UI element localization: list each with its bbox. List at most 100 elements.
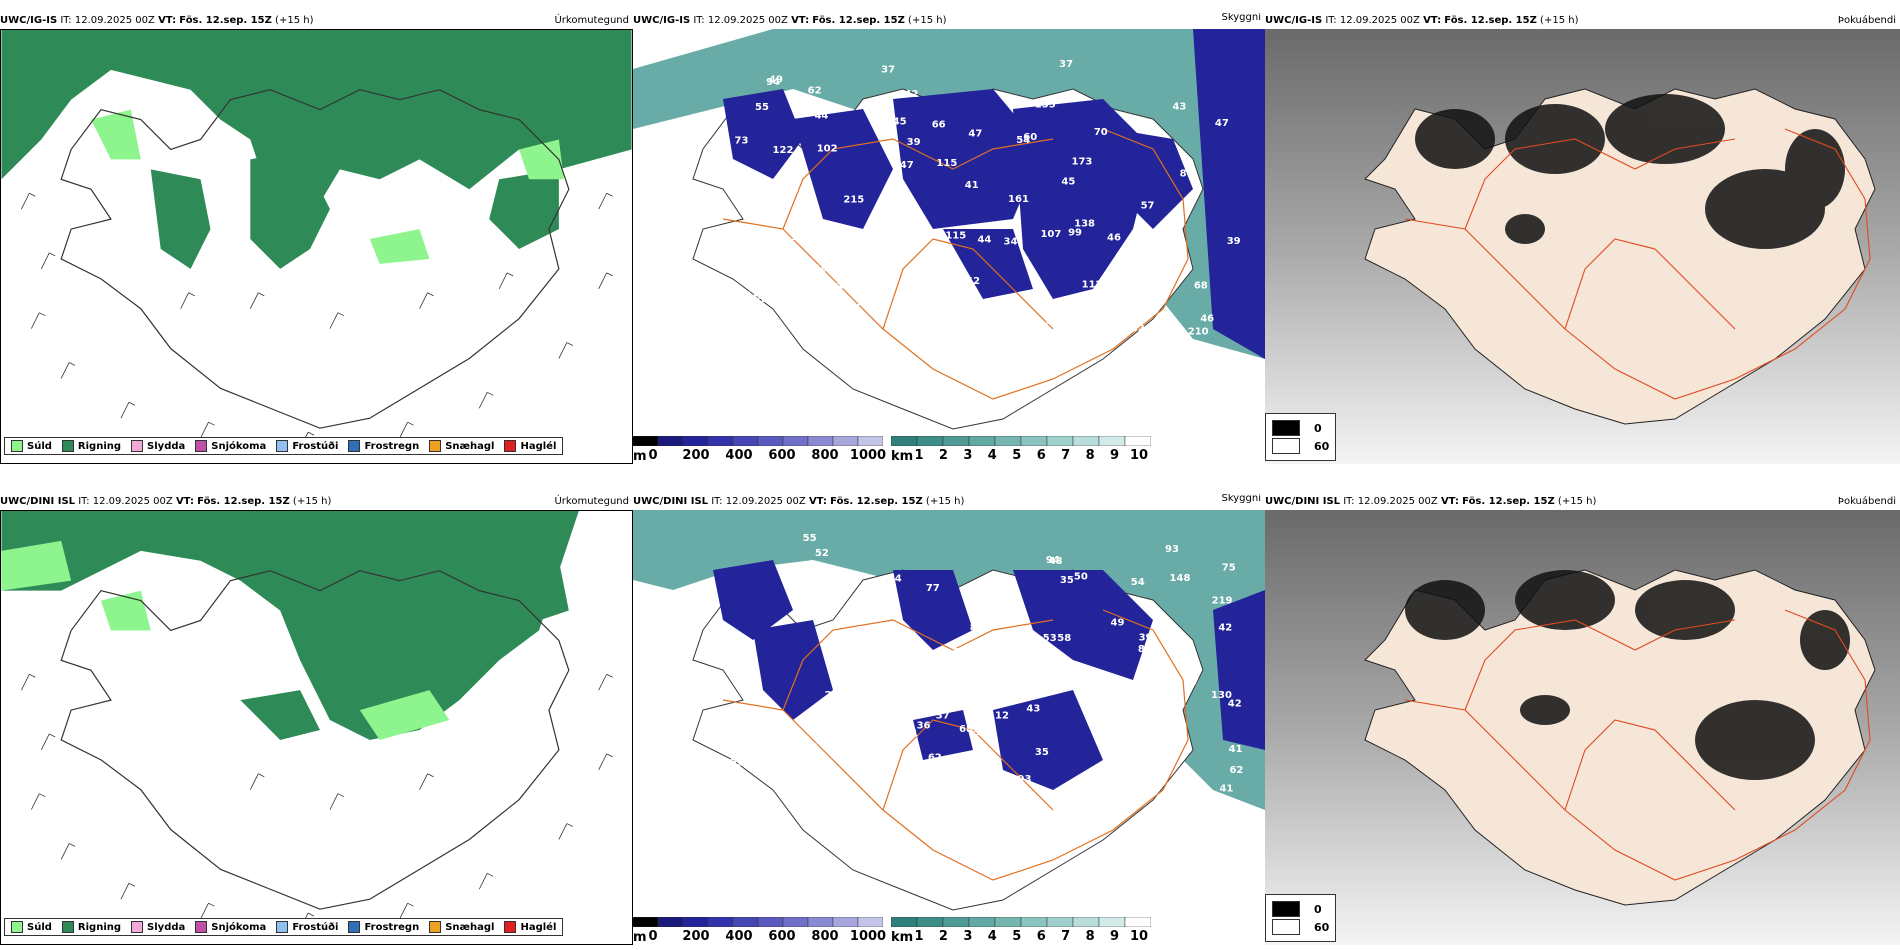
vt-label: VT: xyxy=(1440,496,1459,507)
cloud-base-label: 51 xyxy=(931,667,945,678)
colorbar-swatch xyxy=(916,917,944,927)
model-name: UWC/DINI ISL xyxy=(633,496,709,507)
cloud-base-label: 93 xyxy=(1018,774,1032,785)
cloud-base-label: 130 xyxy=(1211,690,1232,701)
lead-time: (+15 h) xyxy=(925,496,965,507)
cloud-base-label: 291 xyxy=(947,273,968,284)
cloud-base-label: 101 xyxy=(898,728,919,739)
lead-time: (+15 h) xyxy=(1540,15,1579,26)
colorbar-swatch xyxy=(707,917,734,927)
legend-swatch xyxy=(195,440,208,452)
cloud-base-label: 107 xyxy=(1040,229,1061,240)
cloud-base-label: 83 xyxy=(804,742,818,753)
cloud-base-label: 179 xyxy=(848,299,869,310)
colorbar-swatch xyxy=(968,436,996,446)
cloud-base-label: 75 xyxy=(1222,562,1236,573)
fog-legend-swatch xyxy=(1272,901,1300,917)
precip-legend: Súld Rigning Slydda Snjókoma Frostúði Fr… xyxy=(4,437,564,455)
drizzle-area xyxy=(91,109,141,160)
legend-swatch xyxy=(131,921,144,933)
colorbar-tick-label: 600 xyxy=(768,929,796,944)
cloud-base-label: 47 xyxy=(968,129,982,140)
cloud-base-label: 45 xyxy=(893,117,907,128)
cloud-base-label: 58 xyxy=(1057,633,1071,644)
colorbar-tick-label: 10 xyxy=(1129,929,1149,944)
legend-item-frostregn: Frostregn xyxy=(348,921,419,933)
colorbar-swatch xyxy=(657,436,684,446)
cloud-base-label: 176 xyxy=(798,307,819,318)
colorbar-tick-label: 3 xyxy=(963,929,973,944)
colorbar-ticks-m: 0 200 400 600 800 1000 xyxy=(648,929,886,945)
vt-label: VT: xyxy=(1423,15,1442,26)
cloud-base-label: 62 xyxy=(808,85,822,96)
colorbar-tick-label: 600 xyxy=(768,448,796,463)
colorbar-swatch xyxy=(657,917,684,927)
cloud-base-label: 53 xyxy=(730,758,744,769)
colorbar-swatch xyxy=(1072,436,1100,446)
cloud-base-label: 100 xyxy=(814,264,835,275)
fog-index-panel-bottom: UWC/DINI ISL IT: 12.09.2025 00Z VT: Fös.… xyxy=(1265,494,1900,945)
cloud-base-label: 41 xyxy=(838,805,852,816)
rain-area xyxy=(250,149,330,269)
colorbar-tick-label: 200 xyxy=(682,448,710,463)
precip-type-panel-bottom: UWC/DINI ISL IT: 12.09.2025 00Z VT: Fös.… xyxy=(0,494,633,945)
cloud-base-label: 77 xyxy=(926,583,940,594)
panel-title: Skyggni xyxy=(1221,13,1261,23)
fog-legend-item: 60 xyxy=(1272,438,1329,454)
panel-header: UWC/IG-IS IT: 12.09.2025 00Z VT: Fös. 12… xyxy=(633,13,1265,29)
legend-item-rigning: Rigning xyxy=(61,921,121,933)
colorbar-tick-label: 2 xyxy=(938,929,948,944)
cloud-base-label: 57 xyxy=(952,647,966,658)
cloud-base-label: 166 xyxy=(772,739,793,750)
colorbar-swatch xyxy=(682,917,709,927)
cloud-base-label: 44 xyxy=(854,595,868,606)
colorbar-swatch xyxy=(832,436,859,446)
panel-header: UWC/DINI ISL IT: 12.09.2025 00Z VT: Fös.… xyxy=(1265,494,1900,510)
colorbar-swatch xyxy=(1046,436,1074,446)
cloud-base-label: 35 xyxy=(857,625,871,636)
fog-dense-areas xyxy=(1405,570,1850,780)
cloud-base-label: 37 xyxy=(881,64,895,75)
legend-swatch xyxy=(61,921,74,933)
colorbar-swatch xyxy=(732,917,759,927)
colorbar-swatch xyxy=(1124,917,1151,927)
colorbar-tick-label: 1 xyxy=(914,929,924,944)
panel-header: UWC/DINI ISL IT: 12.09.2025 00Z VT: Fös.… xyxy=(0,494,633,510)
cloud-base-label: 87 xyxy=(825,307,839,318)
visibility-colorbar-swatches xyxy=(891,917,1151,927)
rain-area xyxy=(150,169,211,269)
wind-barbs xyxy=(21,192,613,449)
cloud-base-label: 87 xyxy=(1046,316,1060,327)
precip-map xyxy=(0,29,633,464)
cloud-base-label: 42 xyxy=(1228,699,1242,710)
model-name: UWC/IG-IS xyxy=(0,15,58,26)
cloud-base-label: 62 xyxy=(1229,765,1243,776)
drizzle-area xyxy=(100,590,151,631)
drizzle-area xyxy=(1,540,72,591)
it-label: IT: xyxy=(78,496,90,507)
it-value: 12.09.2025 00Z xyxy=(707,15,788,26)
fog-map xyxy=(1265,510,1900,945)
cloud-base-label: 51 xyxy=(1117,701,1131,712)
cloud-base-label: 41 xyxy=(1219,783,1233,794)
cloud-base-label: 42 xyxy=(1218,623,1232,634)
it-label: IT: xyxy=(60,15,72,26)
fog-legend-swatch xyxy=(1272,919,1300,935)
cloud-base-label: 51 xyxy=(795,787,809,798)
colorbar-swatch xyxy=(1020,436,1048,446)
cloud-base-label: 47 xyxy=(1185,677,1199,688)
cloud-base-label: 52 xyxy=(815,548,829,559)
cloud-visibility-panel-bottom: UWC/DINI ISL IT: 12.09.2025 00Z VT: Fös.… xyxy=(633,494,1265,945)
rain-area xyxy=(489,169,559,249)
colorbar-tick-label: 1000 xyxy=(849,448,887,463)
cloud-base-label: 51 xyxy=(744,290,758,301)
colorbar-unit-km: km xyxy=(891,449,914,464)
model-name: UWC/DINI ISL xyxy=(1265,496,1341,507)
cloud-base-label: 68 xyxy=(929,321,943,332)
colorbar-swatch xyxy=(832,917,859,927)
colorbar-swatch xyxy=(682,436,709,446)
legend-item-slydda: Slydda xyxy=(131,921,185,933)
cloud-base-colorbar-swatches xyxy=(633,917,883,927)
vt-label: VT: xyxy=(175,496,194,507)
colorbar-tick-label: 1000 xyxy=(849,929,887,944)
